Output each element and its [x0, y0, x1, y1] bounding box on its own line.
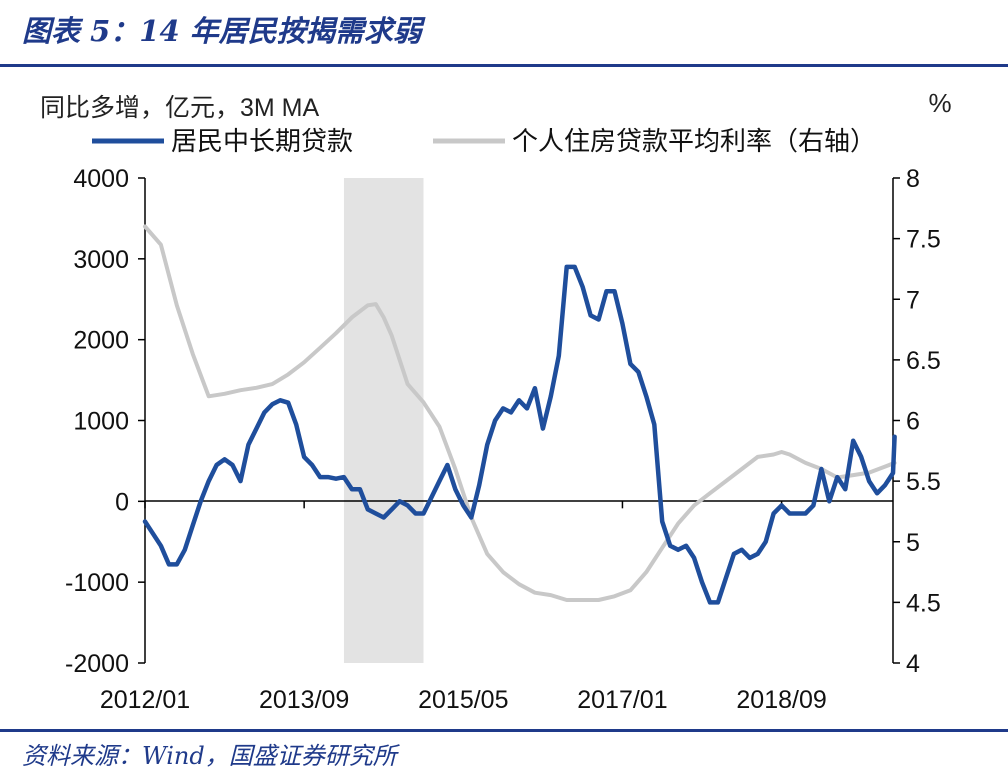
- series-line-long-term-loans: [142, 264, 897, 605]
- series-layer: [142, 224, 897, 605]
- x-tick-label: 2018/09: [736, 686, 826, 714]
- left-axis-unit-label: 同比多增，亿元，3M MA: [40, 94, 320, 122]
- left-y-tick-label: 2000: [73, 327, 129, 355]
- left-y-tick-label: -2000: [65, 650, 129, 678]
- axes-layer: [144, 178, 894, 663]
- left-y-tick-label: -1000: [65, 569, 129, 597]
- right-y-tick-label: 5: [906, 529, 920, 557]
- right-y-tick-label: 7: [906, 286, 920, 314]
- right-y-tick-label: 4.5: [906, 589, 941, 617]
- tick-layer: 4000 3000 2000 1000 0 -1000 -2000 8 7.5 7 6.5 6 5.5 5…: [65, 165, 941, 714]
- source-divider: [0, 729, 1008, 732]
- shaded-period-layer: [343, 178, 424, 663]
- left-y-tick-label: 0: [115, 488, 129, 516]
- legend: 居民中长期贷款 个人住房贷款平均利率（右轴）: [92, 126, 876, 156]
- left-y-tick-label: 1000: [73, 408, 129, 436]
- x-tick-label: 2012/01: [100, 686, 190, 714]
- legend-label-mortgage-rate: 个人住房贷款平均利率（右轴）: [512, 126, 876, 156]
- left-y-tick-label: 4000: [73, 165, 129, 193]
- right-y-tick-label: 7.5: [906, 226, 941, 254]
- line-chart: 4000 3000 2000 1000 0 -1000 -2000 8 7.5 7 6.5 6 5.5 5…: [40, 88, 952, 714]
- legend-label-long-term-loans: 居民中长期贷款: [171, 126, 353, 156]
- x-tick-label: 2017/01: [577, 686, 667, 714]
- right-y-tick-label: 6: [906, 408, 920, 436]
- x-tick-label: 2013/09: [259, 686, 349, 714]
- left-y-tick-label: 3000: [73, 246, 129, 274]
- figure-title: 图表 5：14 年居民按揭需求弱: [22, 14, 422, 48]
- right-y-tick-label: 6.5: [906, 347, 941, 375]
- right-axis-unit-label: %: [928, 88, 951, 118]
- right-y-tick-label: 4: [906, 650, 920, 678]
- shaded-period: [343, 178, 424, 663]
- title-divider: [0, 64, 1008, 67]
- series-line-mortgage-rate: [143, 224, 897, 602]
- x-tick-label: 2015/05: [418, 686, 508, 714]
- right-y-tick-label: 5.5: [906, 468, 941, 496]
- right-y-tick-label: 8: [906, 165, 920, 193]
- source-note: 资料来源：Wind，国盛证券研究所: [22, 742, 397, 770]
